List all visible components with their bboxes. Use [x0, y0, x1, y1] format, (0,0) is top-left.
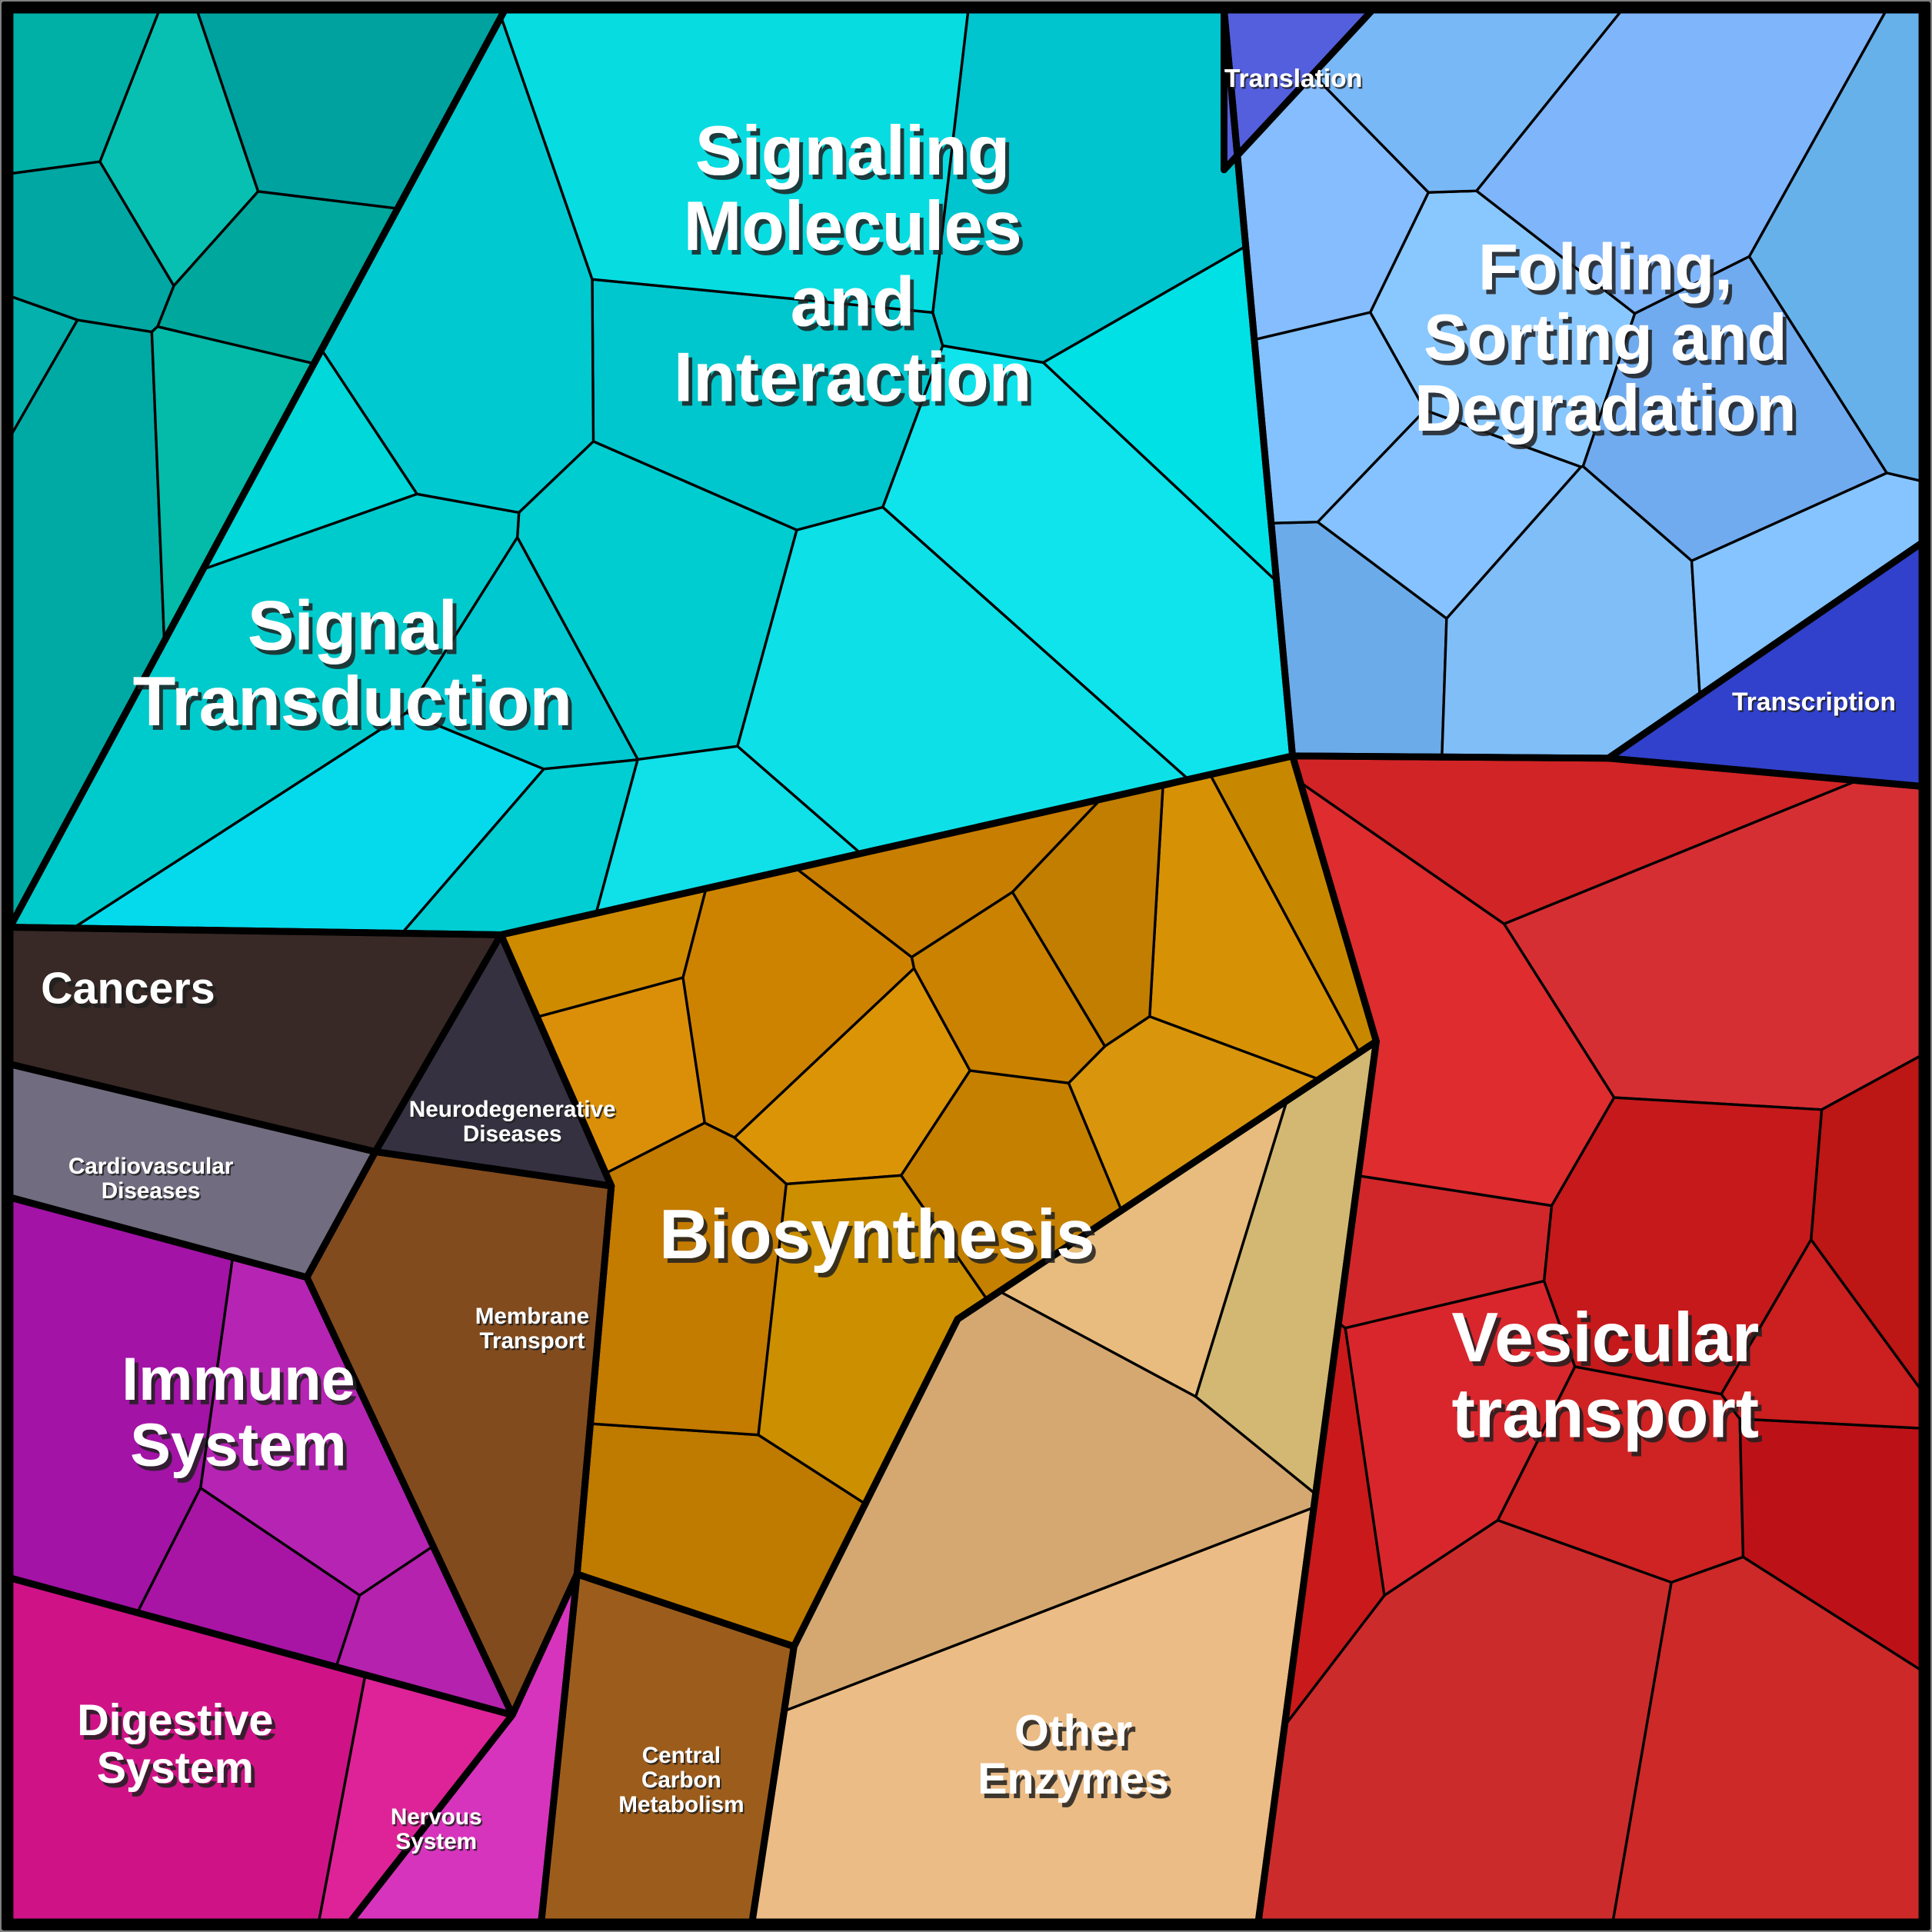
svg-text:Sorting and: Sorting and — [1424, 301, 1787, 375]
svg-text:Interaction: Interaction — [674, 339, 1031, 417]
svg-text:Diseases: Diseases — [463, 1121, 562, 1147]
svg-text:Enzymes: Enzymes — [978, 1754, 1169, 1804]
svg-text:Signaling: Signaling — [695, 112, 1011, 190]
svg-text:Diseases: Diseases — [102, 1178, 201, 1204]
svg-text:System: System — [130, 1410, 347, 1478]
svg-text:Degradation: Degradation — [1414, 372, 1796, 445]
svg-text:System: System — [395, 1829, 477, 1854]
svg-text:Central: Central — [642, 1743, 721, 1768]
svg-text:Biosynthesis: Biosynthesis — [659, 1196, 1095, 1274]
svg-text:Carbon: Carbon — [641, 1767, 721, 1793]
svg-text:Other: Other — [1014, 1707, 1132, 1756]
svg-text:Digestive: Digestive — [77, 1696, 273, 1745]
svg-text:Metabolism: Metabolism — [618, 1792, 744, 1817]
svg-text:Transport: Transport — [479, 1328, 585, 1354]
svg-text:Folding,: Folding, — [1478, 231, 1733, 304]
svg-text:Transcription: Transcription — [1732, 688, 1896, 716]
svg-text:Molecules: Molecules — [683, 188, 1021, 265]
svg-text:Signal: Signal — [248, 588, 458, 665]
svg-text:Immune: Immune — [122, 1344, 355, 1413]
svg-text:Cardiovascular: Cardiovascular — [68, 1154, 234, 1179]
svg-text:transport: transport — [1452, 1374, 1760, 1452]
svg-text:and: and — [791, 263, 915, 341]
svg-text:Transduction: Transduction — [133, 663, 573, 741]
svg-text:System: System — [97, 1744, 254, 1793]
svg-text:Nervous: Nervous — [391, 1804, 482, 1830]
svg-text:Translation: Translation — [1224, 65, 1362, 93]
svg-text:Vesicular: Vesicular — [1451, 1299, 1759, 1377]
svg-text:Membrane: Membrane — [475, 1304, 589, 1329]
svg-text:Cancers: Cancers — [41, 964, 215, 1013]
svg-text:Neurodegenerative: Neurodegenerative — [409, 1097, 616, 1122]
